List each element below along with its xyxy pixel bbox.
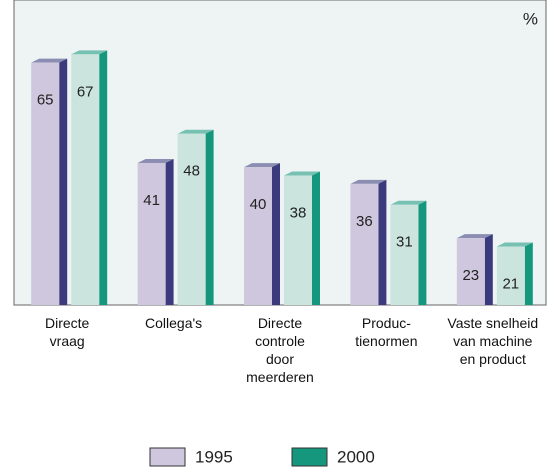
bar-side <box>99 50 108 306</box>
value-label: 38 <box>290 204 307 221</box>
x-tick-label: Collega's <box>145 315 203 331</box>
value-label: 48 <box>183 163 200 180</box>
value-label: 65 <box>37 92 54 109</box>
value-label: 36 <box>356 213 373 230</box>
bar <box>350 183 379 305</box>
x-tick-label: Vaste snelheid van machine en product <box>447 315 539 367</box>
x-tick-label: Produc- tienormen <box>355 315 418 349</box>
bar-side <box>205 129 214 305</box>
bar-top <box>350 179 387 184</box>
bar-side <box>418 200 427 305</box>
bar <box>71 54 100 306</box>
bar-top <box>31 58 68 63</box>
x-tick-label: Directe vraag <box>45 315 90 349</box>
value-label: 67 <box>77 83 94 100</box>
bar <box>496 246 525 305</box>
bar-side <box>59 58 68 305</box>
bar <box>284 175 312 305</box>
bar-side <box>165 158 174 305</box>
value-label: 21 <box>502 275 519 292</box>
legend-label: 1995 <box>195 447 233 466</box>
bar-top <box>137 158 174 163</box>
value-label: 23 <box>462 267 479 284</box>
legend-swatch <box>291 447 328 467</box>
bar-top <box>456 234 493 239</box>
value-label: 41 <box>143 192 160 209</box>
bar <box>390 204 419 305</box>
bar-top <box>496 242 533 247</box>
bar-top <box>244 163 280 168</box>
bar-side <box>524 242 533 305</box>
bar-side <box>272 163 280 305</box>
bar-top <box>390 200 427 205</box>
bar <box>177 133 206 305</box>
value-label: 31 <box>396 234 413 251</box>
legend-label: 2000 <box>337 447 375 466</box>
unit-label: % <box>523 9 538 28</box>
x-tick-label: Directe controle door meerderen <box>246 315 314 385</box>
bar-top <box>177 129 214 134</box>
bar-side <box>484 234 493 305</box>
value-label: 40 <box>250 196 267 213</box>
bar <box>31 62 60 305</box>
bar-side <box>312 171 320 305</box>
bar <box>456 238 485 305</box>
bar-side <box>378 179 387 305</box>
bar-top <box>284 171 320 176</box>
bar <box>137 162 166 305</box>
bar-top <box>71 50 108 55</box>
legend-swatch <box>149 447 186 467</box>
bar <box>244 167 272 305</box>
